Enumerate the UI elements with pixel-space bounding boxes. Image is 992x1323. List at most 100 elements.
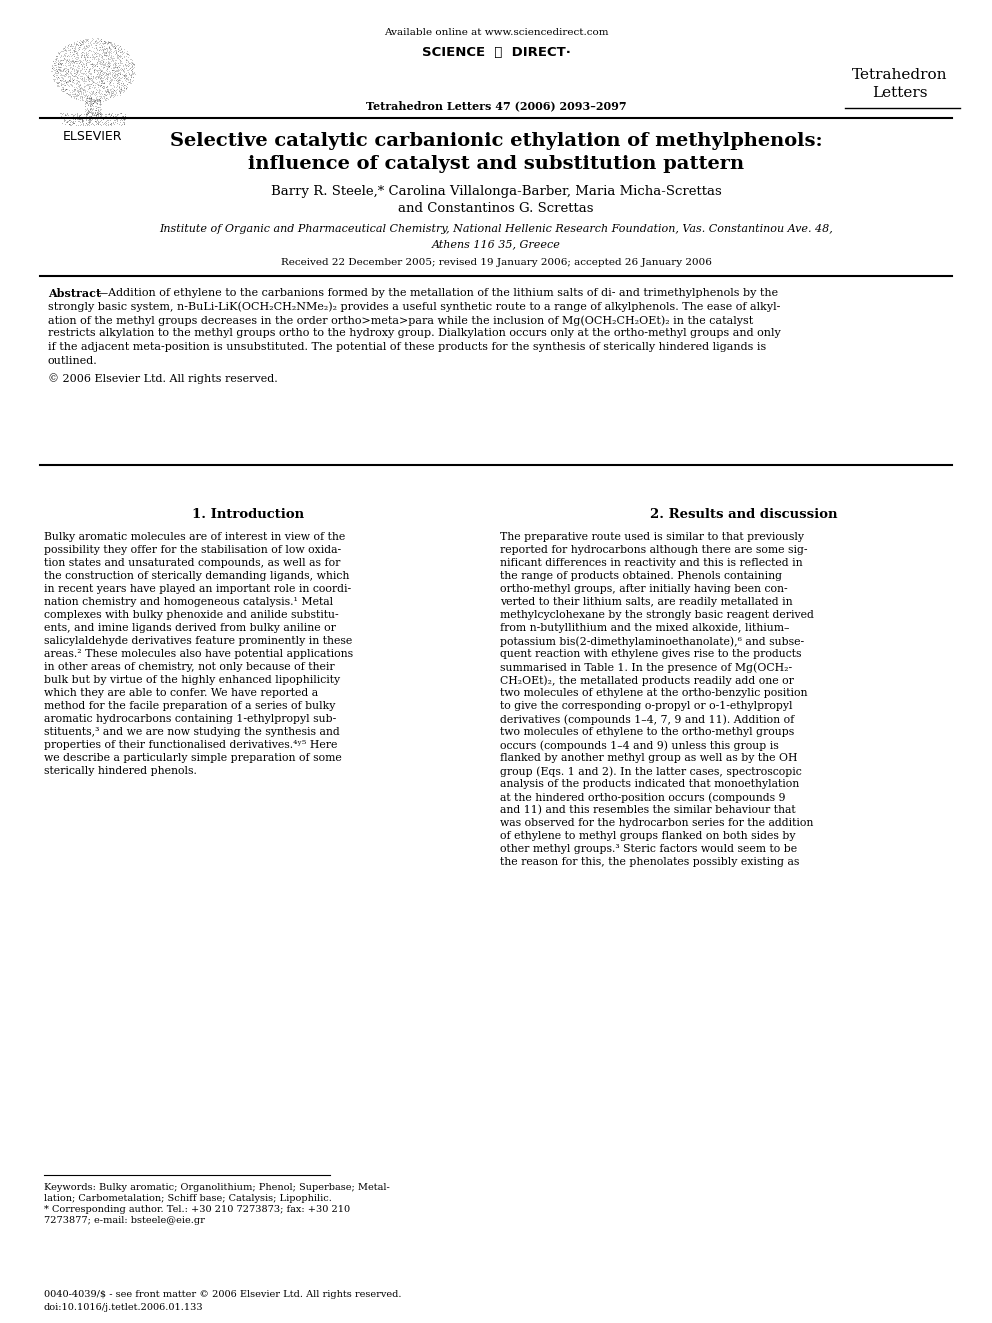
Point (50, 57, 65, 78)
Point (111, 45, 127, 66)
Point (68, 64, 84, 85)
Point (55, 38, 70, 60)
Point (89, 93, 105, 114)
Point (67, 65, 83, 86)
Point (105, 106, 121, 127)
Point (98, 62, 114, 83)
Point (91, 70, 107, 91)
Point (44, 60, 60, 81)
Point (100, 53, 116, 74)
Point (101, 46, 117, 67)
Point (69, 44, 85, 65)
Point (124, 58, 140, 79)
Text: Athens 116 35, Greece: Athens 116 35, Greece (432, 239, 560, 249)
Point (116, 108, 132, 130)
Point (48, 45, 63, 66)
Text: we describe a particularly simple preparation of some: we describe a particularly simple prepar… (44, 753, 342, 763)
Point (84, 106, 100, 127)
Point (103, 70, 119, 91)
Point (110, 58, 126, 79)
Point (64, 52, 80, 73)
Point (69, 42, 85, 64)
Point (104, 103, 120, 124)
Point (77, 32, 93, 53)
Point (92, 40, 108, 61)
Point (81, 111, 97, 132)
Point (87, 74, 103, 95)
Point (69, 65, 85, 86)
Point (70, 58, 86, 79)
Point (65, 105, 81, 126)
Point (94, 34, 110, 56)
Point (91, 33, 107, 54)
Point (110, 56, 126, 77)
Point (85, 99, 101, 120)
Point (79, 73, 95, 94)
Point (82, 86, 98, 107)
Point (100, 114, 116, 135)
Point (59, 50, 74, 71)
Point (87, 90, 103, 111)
Point (107, 83, 123, 105)
Point (82, 62, 98, 83)
Point (83, 40, 99, 61)
Point (112, 58, 128, 79)
Point (104, 66, 120, 87)
Point (93, 30, 109, 52)
Point (85, 89, 101, 110)
Point (57, 66, 72, 87)
Point (101, 73, 117, 94)
Point (93, 85, 109, 106)
Point (69, 105, 85, 126)
Point (99, 41, 115, 62)
Point (54, 78, 69, 99)
Point (99, 30, 115, 52)
Point (98, 45, 114, 66)
Point (96, 56, 112, 77)
Point (112, 83, 128, 105)
Point (102, 114, 118, 135)
Point (64, 70, 80, 91)
Point (85, 106, 101, 127)
Point (92, 58, 108, 79)
Point (108, 107, 124, 128)
Point (112, 54, 128, 75)
Point (108, 60, 124, 81)
Point (57, 105, 72, 126)
Text: The preparative route used is similar to that previously: The preparative route used is similar to… (500, 532, 804, 542)
Point (120, 69, 136, 90)
Point (68, 78, 84, 99)
Point (97, 69, 113, 90)
Point (91, 97, 107, 118)
Point (50, 45, 65, 66)
Point (55, 81, 70, 102)
Point (102, 32, 118, 53)
Point (100, 56, 116, 77)
Point (106, 57, 122, 78)
Point (87, 30, 103, 52)
Point (80, 30, 96, 52)
Point (64, 70, 80, 91)
Point (76, 56, 92, 77)
Point (72, 105, 88, 126)
Point (87, 42, 103, 64)
Point (59, 40, 74, 61)
Point (124, 52, 140, 73)
Point (74, 44, 90, 65)
Point (106, 41, 122, 62)
Point (104, 66, 120, 87)
Point (96, 30, 112, 52)
Point (67, 41, 83, 62)
Point (100, 48, 116, 69)
Point (94, 42, 110, 64)
Point (87, 89, 103, 110)
Text: Barry R. Steele,* Carolina Villalonga-Barber, Maria Micha-Screttas: Barry R. Steele,* Carolina Villalonga-Ba… (271, 185, 721, 198)
Point (77, 54, 93, 75)
Point (83, 34, 99, 56)
Point (62, 50, 78, 71)
Point (90, 86, 106, 107)
Point (52, 42, 67, 64)
Point (84, 81, 100, 102)
Point (71, 34, 87, 56)
Point (118, 52, 134, 73)
